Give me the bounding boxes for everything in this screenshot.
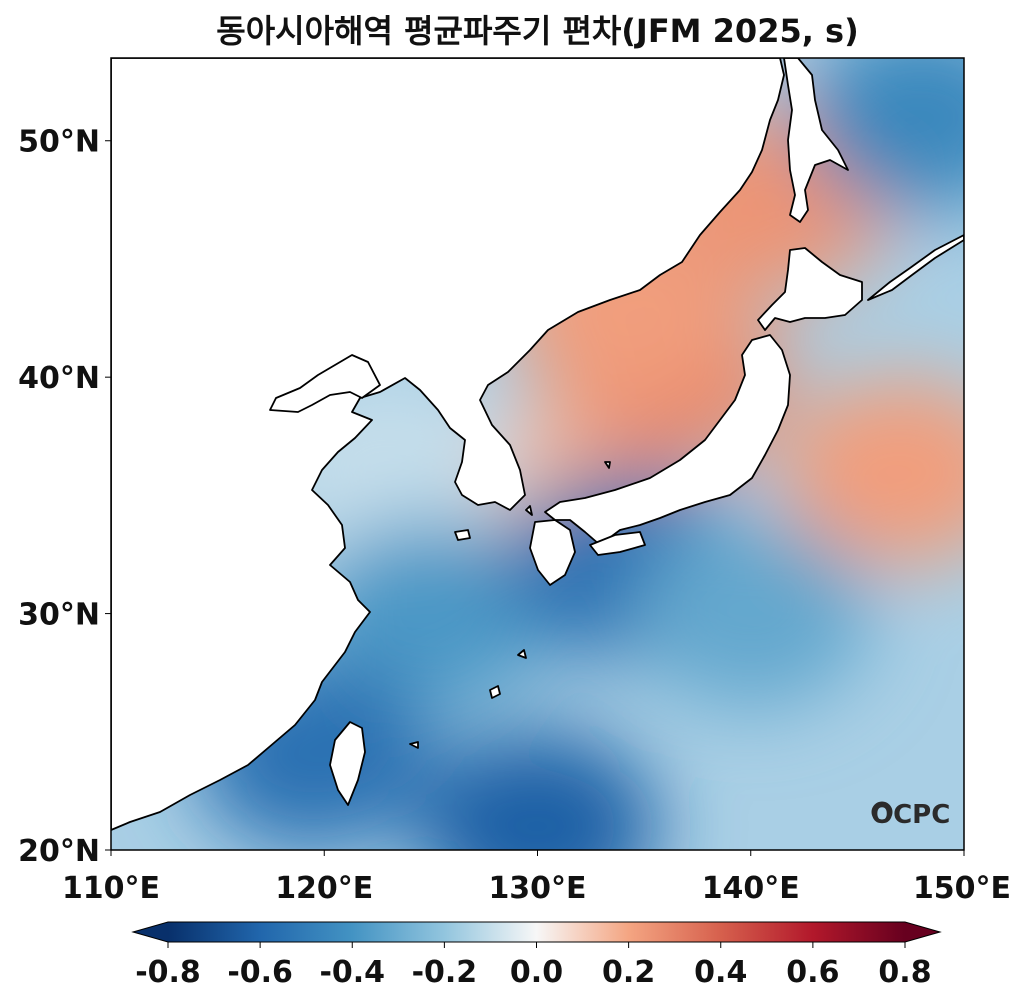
kyushu — [529, 519, 576, 586]
colorbar-ramp — [168, 922, 905, 942]
hokkaido — [757, 247, 863, 331]
x-tick-label: 130°E — [488, 871, 586, 906]
anomaly-region-4 — [780, 376, 964, 567]
colorbar-tick-label: -0.6 — [227, 955, 293, 990]
sakhalin — [783, 58, 849, 223]
ryukyu-island-1 — [489, 685, 501, 699]
colorbar-tick-label: 0.6 — [786, 955, 839, 990]
ryukyu-island-2 — [517, 649, 527, 659]
ryukyu-island-3 — [409, 741, 419, 749]
colorbar-extend-high — [905, 922, 940, 942]
oki-island — [604, 461, 611, 469]
anomaly-region-6 — [310, 518, 551, 709]
tsushima — [525, 505, 533, 516]
anomaly-region-9 — [417, 731, 658, 850]
y-tick-label: 40°N — [18, 361, 100, 396]
colorbar-extend-low — [133, 922, 168, 942]
colorbar-tick-label: -0.2 — [412, 955, 478, 990]
shikoku — [589, 531, 646, 556]
y-tick-label: 30°N — [18, 598, 100, 633]
colorbar-tick-label: 0.0 — [510, 955, 563, 990]
land-mask — [111, 58, 964, 831]
anomaly-region-8 — [630, 518, 871, 709]
anomaly-region-10 — [801, 58, 964, 213]
y-tick-label: 20°N — [18, 834, 100, 869]
map-title: 동아시아해역 평균파주기 편차(JFM 2025, s) — [216, 12, 859, 50]
honshu — [544, 334, 791, 546]
liaodong-coast — [269, 354, 381, 413]
colorbar-tick-label: 0.2 — [602, 955, 655, 990]
x-tick-label: 140°E — [702, 871, 800, 906]
x-tick-label: 110°E — [62, 871, 160, 906]
jeju — [454, 529, 471, 541]
x-tick-label: 150°E — [913, 871, 1011, 906]
colorbar-tick-label: 0.8 — [878, 955, 931, 990]
y-axis: 20°N 30°N 40°N 50°N — [18, 125, 111, 869]
mainland-coast — [111, 58, 785, 831]
x-tick-label: 120°E — [275, 871, 373, 906]
kurils — [867, 234, 964, 301]
colorbar-tick-label: -0.4 — [319, 955, 385, 990]
anomaly-field — [111, 58, 964, 850]
colorbar-tick-label: 0.4 — [694, 955, 747, 990]
logo-text: OCPC — [871, 800, 950, 830]
y-tick-label: 50°N — [18, 125, 100, 160]
colorbar: -0.8 -0.6 -0.4 -0.2 0.0 0.2 0.4 0.6 0.8 — [131, 921, 942, 990]
colorbar-tick-label: -0.8 — [135, 955, 201, 990]
taiwan — [329, 721, 366, 806]
ocpc-logo: OCPC — [871, 800, 950, 830]
globe-icon — [871, 801, 893, 823]
x-axis: 110°E 120°E 130°E 140°E 150°E — [62, 850, 1011, 906]
